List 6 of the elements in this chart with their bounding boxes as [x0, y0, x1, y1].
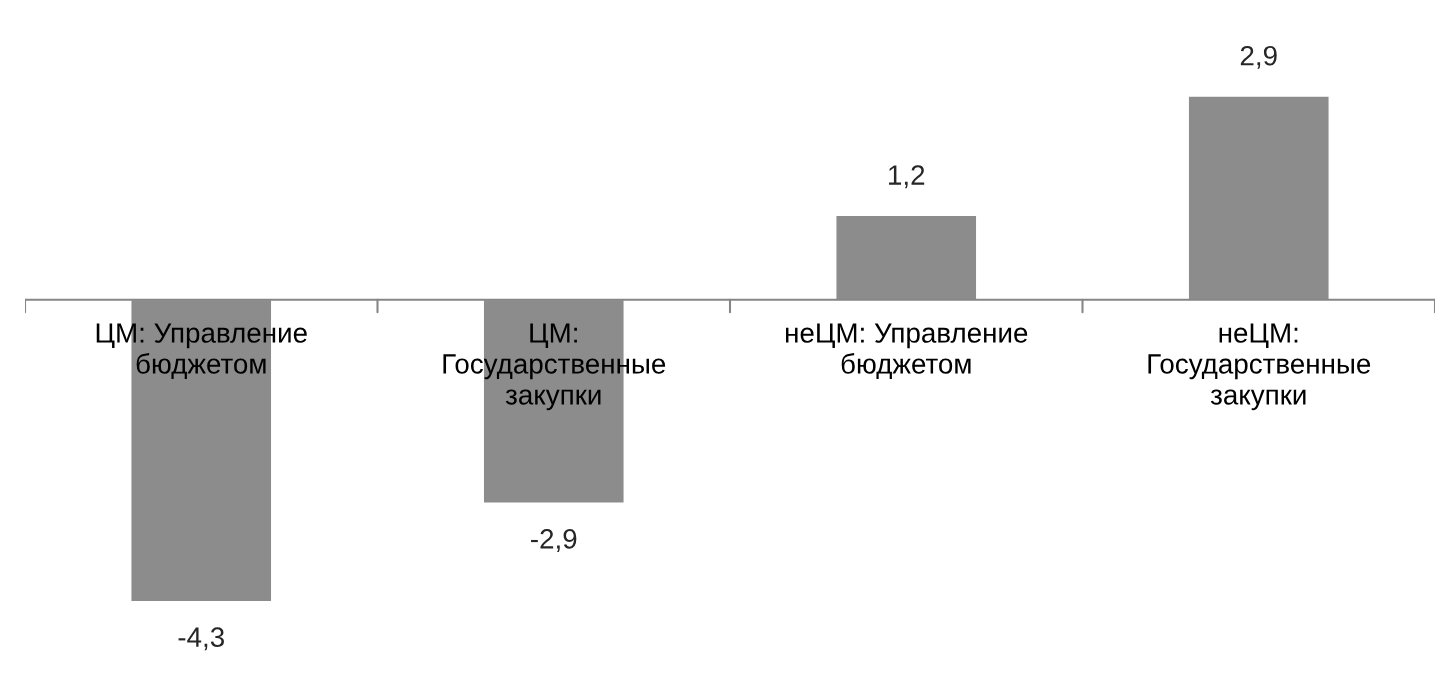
x-tick-label: неЦМ: Управление бюджетом: [786, 323, 1028, 380]
data-label: -4,3: [178, 627, 224, 651]
data-label: 2,9: [1240, 45, 1277, 69]
data-label: -2,9: [531, 529, 577, 552]
x-tick-label: неЦМ: Государственные закупки: [1148, 323, 1371, 411]
data-label: 1,2: [889, 165, 925, 189]
